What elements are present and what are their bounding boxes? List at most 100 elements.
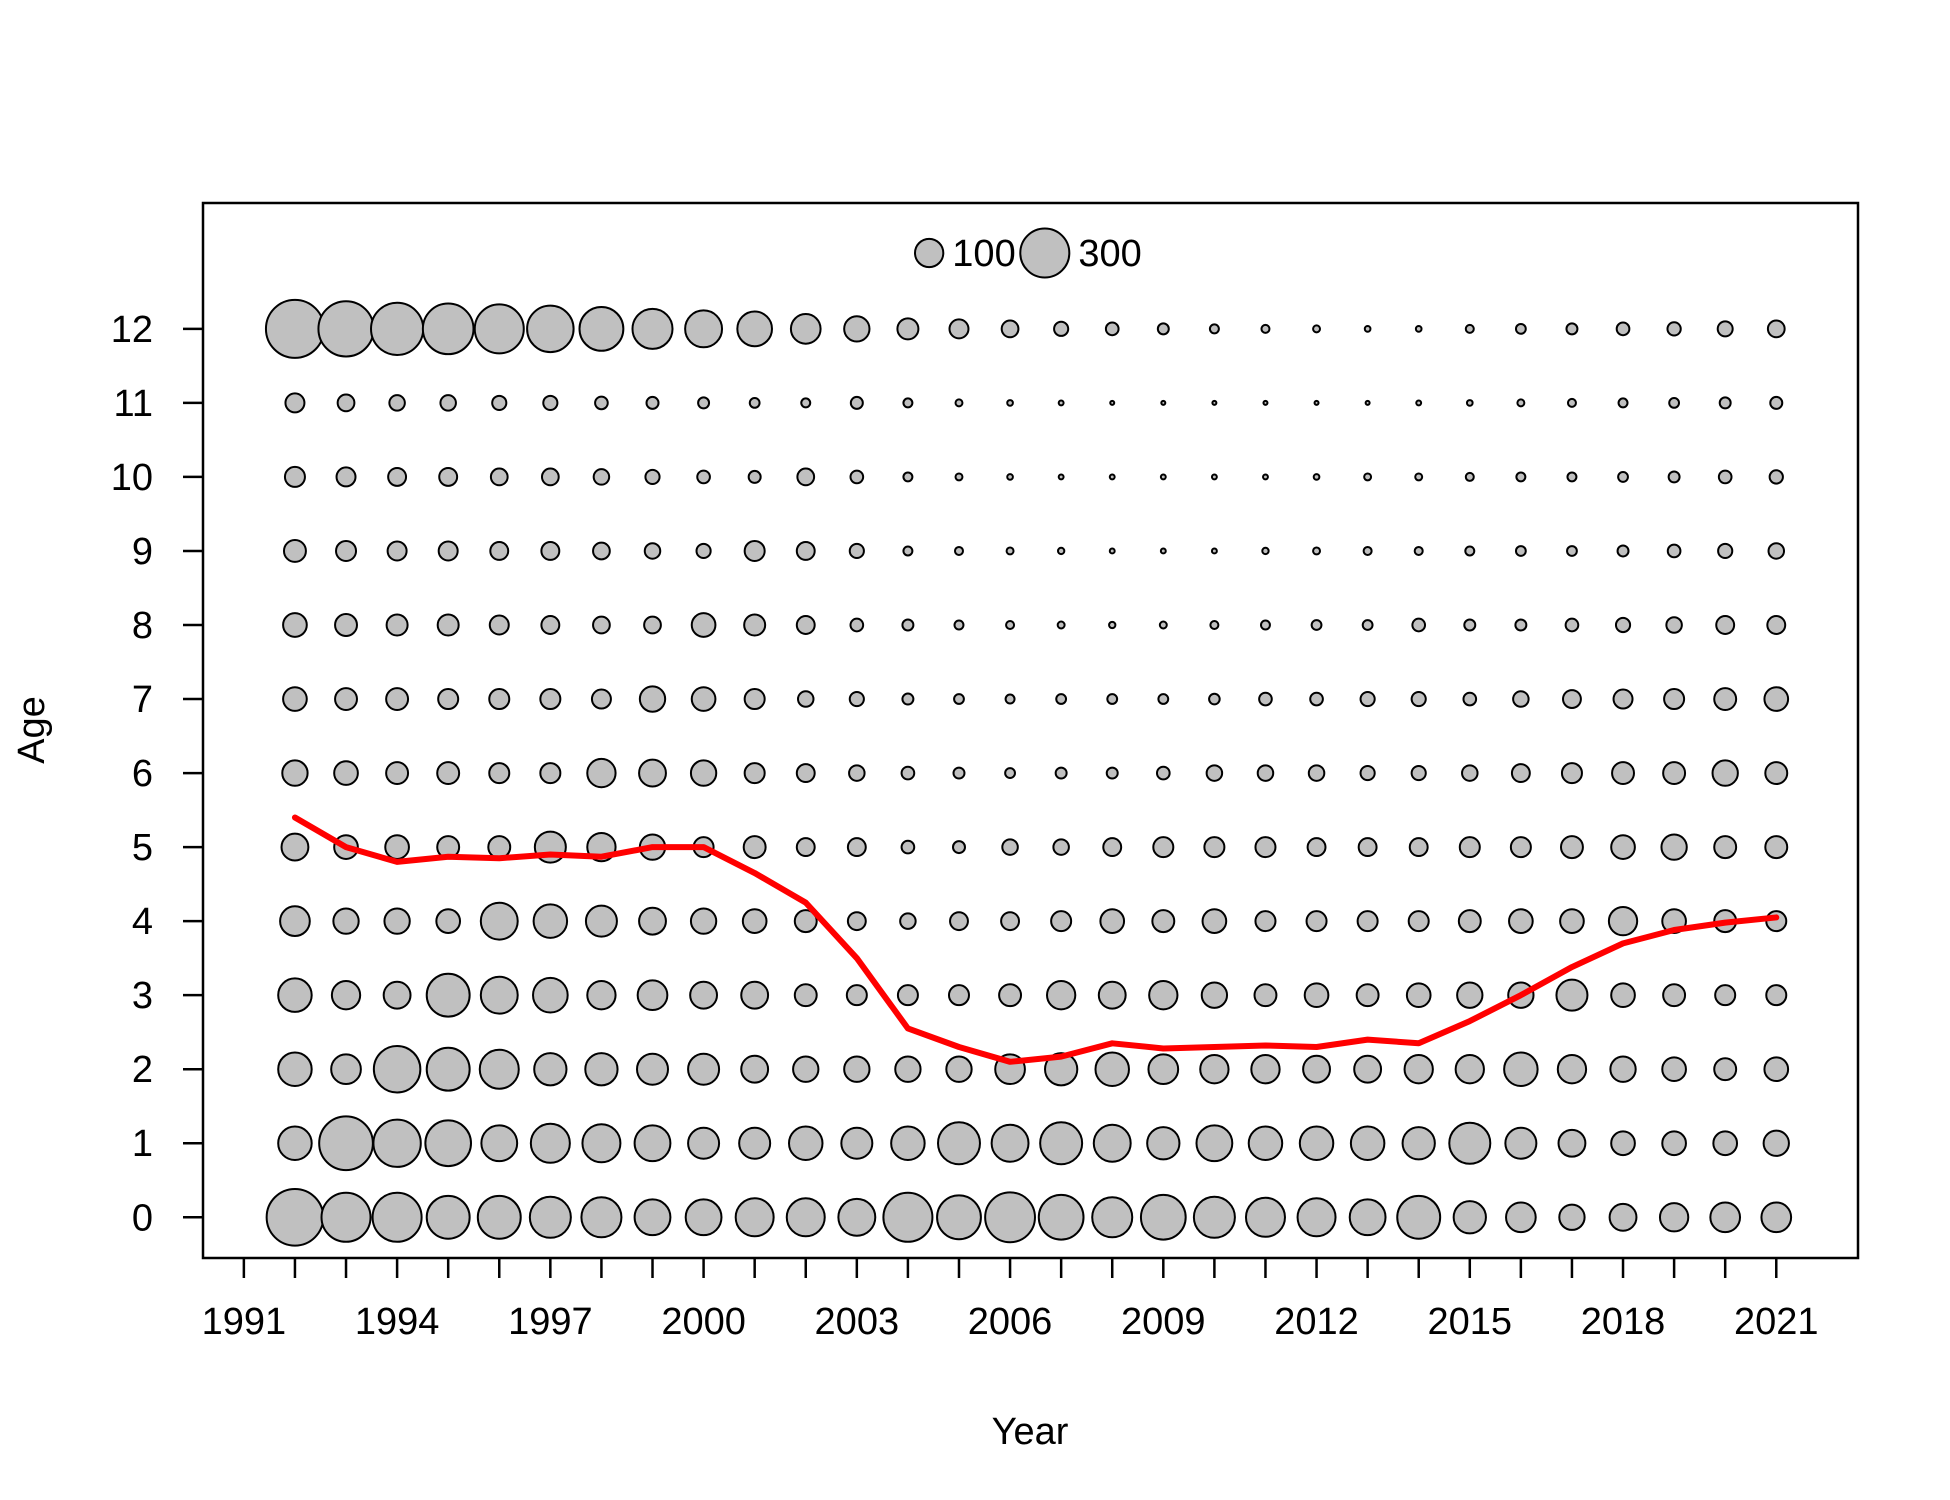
bubble <box>845 984 868 1007</box>
bubble <box>743 613 767 637</box>
bubble <box>529 1122 571 1164</box>
bubble <box>1356 910 1379 933</box>
bubble <box>1004 693 1016 705</box>
bubble <box>372 1044 422 1094</box>
bubble <box>277 1125 313 1161</box>
bubble <box>1307 764 1326 782</box>
bubble <box>837 1197 877 1237</box>
bubble <box>438 466 459 487</box>
bubble <box>1713 835 1738 860</box>
bubble <box>1006 399 1014 407</box>
bubble <box>846 837 867 858</box>
bubble <box>638 685 667 713</box>
bubble <box>1254 836 1277 859</box>
bubble <box>1414 472 1424 482</box>
bubble <box>953 693 965 705</box>
bubble <box>1210 547 1218 555</box>
bubble <box>1403 1054 1434 1085</box>
bubble <box>899 912 917 930</box>
bubble <box>372 1118 422 1168</box>
bubble <box>900 839 916 855</box>
bubble <box>1452 1200 1487 1235</box>
bubble <box>1256 764 1275 782</box>
bubble <box>1662 983 1687 1008</box>
y-tick-label: 10 <box>111 457 153 499</box>
x-axis: 1991 1994 1997 2000 2003 2006 2009 2012 2015 2018… <box>202 1258 1819 1343</box>
bubble <box>882 1191 934 1243</box>
bubble <box>742 835 767 860</box>
bubble <box>542 394 559 411</box>
bubble <box>1152 836 1175 859</box>
bubble <box>901 692 915 706</box>
bubble <box>1037 1193 1085 1241</box>
bubble <box>479 975 519 1015</box>
y-tick-label: 2 <box>132 1049 153 1091</box>
bubble <box>645 395 660 410</box>
bubble <box>1763 686 1790 712</box>
legend-label: 100 <box>952 233 1015 275</box>
bubble <box>1359 690 1376 708</box>
bubble <box>1158 620 1168 630</box>
bubble <box>383 907 411 935</box>
bubble <box>386 540 408 562</box>
bubble <box>796 690 815 708</box>
bubble <box>633 1124 672 1163</box>
bubble <box>1716 320 1734 338</box>
bubble <box>984 1191 1036 1244</box>
bubble <box>1146 1126 1181 1161</box>
bubble <box>526 304 575 354</box>
bubble <box>1057 399 1065 407</box>
x-tick-label: 2006 <box>968 1301 1053 1343</box>
bubble <box>1610 982 1636 1009</box>
bubble <box>795 837 816 858</box>
bubble <box>990 1123 1030 1163</box>
bubble <box>528 1195 572 1239</box>
bubble <box>424 1119 473 1168</box>
bubble <box>335 539 358 562</box>
bubble <box>1410 690 1427 708</box>
bubble-size-legend: 100 300 <box>914 227 1142 279</box>
bubble <box>586 757 617 789</box>
bubble <box>695 542 712 560</box>
bubble <box>1562 689 1582 709</box>
bubble <box>1566 545 1578 557</box>
bubble <box>1764 761 1789 786</box>
bubble <box>1514 322 1527 335</box>
bubble <box>320 1191 372 1243</box>
bubble <box>1055 693 1068 705</box>
bubble <box>890 1125 926 1161</box>
bubble <box>696 469 711 485</box>
bubble <box>1313 399 1320 406</box>
bubble <box>1053 320 1070 337</box>
bubble <box>684 1198 723 1237</box>
y-tick-label: 4 <box>132 901 153 943</box>
bubble <box>1658 1202 1690 1233</box>
bubble <box>1505 1201 1537 1234</box>
bubble <box>1199 1054 1230 1085</box>
bubble <box>788 1125 824 1161</box>
mean-age-line <box>291 814 1780 1065</box>
bubble <box>540 541 561 561</box>
bubble <box>1448 1121 1492 1165</box>
bubble <box>1001 838 1019 856</box>
bubble <box>896 984 919 1007</box>
bubble <box>1662 761 1687 786</box>
bubble <box>793 983 818 1008</box>
bubble <box>1558 1203 1586 1231</box>
bubble <box>1667 470 1681 484</box>
bubble <box>1363 472 1373 482</box>
bubble <box>1557 1128 1587 1158</box>
bubble <box>1767 542 1786 560</box>
bubble <box>586 980 617 1011</box>
bubble <box>1504 1126 1538 1160</box>
bubble <box>425 972 471 1018</box>
bubble <box>382 980 412 1010</box>
bubble <box>846 911 867 932</box>
bubble <box>1405 982 1432 1009</box>
bubble <box>792 1055 820 1083</box>
bubble <box>795 541 816 561</box>
bubble <box>532 976 569 1014</box>
bubble <box>473 303 525 355</box>
y-tick-label: 3 <box>132 975 153 1017</box>
